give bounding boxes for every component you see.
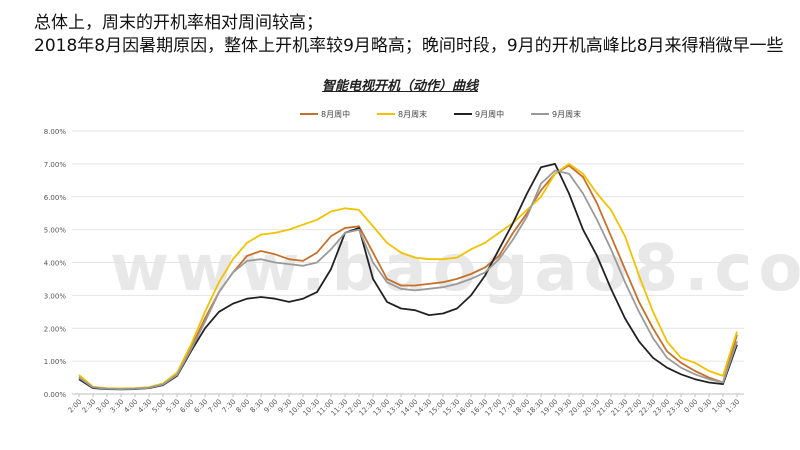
y-tick-label: 7.00% (44, 161, 67, 169)
y-tick-label: 8.00% (44, 128, 67, 136)
series-line (78, 163, 738, 391)
headline: 总体上，周末的开机率相对周间较高； 2018年8月因暑期原因，整体上开机率较9月… (34, 12, 784, 58)
legend-label: 9月周末 (552, 109, 581, 119)
y-tick-label: 5.00% (44, 227, 67, 235)
y-tick-label: 4.00% (44, 260, 67, 268)
y-tick-label: 1.00% (44, 358, 67, 366)
x-tick-label: 4:30 (137, 398, 154, 415)
y-tick-label: 0.00% (44, 391, 67, 399)
x-tick-label: 0:00 (683, 398, 700, 415)
x-tick-label: 1:00 (711, 398, 728, 415)
x-tick-label: 6:00 (179, 398, 196, 415)
headline-line-1: 总体上，周末的开机率相对周间较高； (34, 13, 323, 33)
legend-label: 9月周中 (475, 109, 504, 119)
x-tick-label: 5:00 (151, 398, 168, 415)
x-tick-label: 9:00 (263, 398, 280, 415)
series-line (78, 164, 738, 390)
legend-label: 8月周中 (321, 109, 350, 119)
x-tick-label: 8:30 (249, 398, 266, 415)
headline-line-2: 2018年8月因暑期原因，整体上开机率较9月略高；晚间时段，9月的开机高峰比8月… (34, 36, 784, 56)
chart-title: 智能电视开机（动作）曲线 (321, 79, 478, 94)
series-line (78, 163, 738, 390)
y-tick-label: 2.00% (44, 325, 67, 333)
series-line (78, 169, 738, 390)
x-tick-label: 1:30 (725, 398, 742, 415)
x-tick-label: 5:30 (165, 398, 182, 415)
x-tick-label: 2:00 (67, 398, 84, 415)
legend-label: 8月周末 (398, 109, 427, 119)
x-tick-label: 8:00 (235, 398, 252, 415)
x-tick-label: 3:00 (95, 398, 112, 415)
x-tick-label: 7:30 (221, 398, 238, 415)
watermark: www.baogao8.com (110, 232, 800, 306)
x-tick-label: 4:00 (123, 398, 140, 415)
x-tick-label: 6:30 (193, 398, 210, 415)
x-tick-label: 7:00 (207, 398, 224, 415)
x-tick-label: 2:30 (81, 398, 98, 415)
y-tick-label: 3.00% (44, 292, 67, 300)
x-tick-label: 0:30 (697, 398, 714, 415)
x-tick-label: 3:30 (109, 398, 126, 415)
y-tick-label: 6.00% (44, 194, 67, 202)
